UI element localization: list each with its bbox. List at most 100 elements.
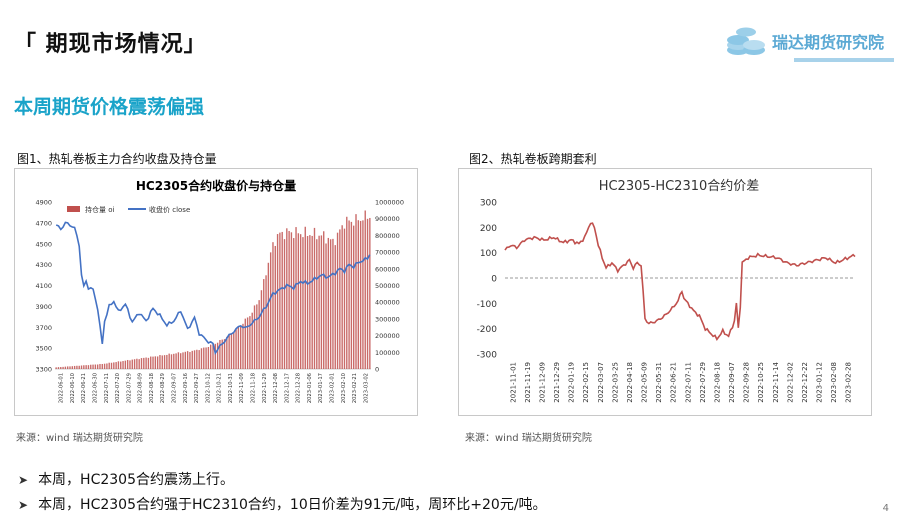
oi-bar <box>177 352 180 369</box>
oi-bar <box>249 316 251 369</box>
y-right-tick-label: 500000 <box>375 282 400 290</box>
x-tick-label: 2023-01-06 <box>307 373 313 403</box>
x-tick-label: 2022-07-29 <box>699 362 707 403</box>
arrow-bullet-icon: ➤ <box>18 498 29 512</box>
oi-bar <box>83 365 85 369</box>
spread-line <box>504 222 856 341</box>
oi-bar <box>122 361 124 369</box>
oi-bar <box>251 312 253 369</box>
x-tick-label: 2022-11-18 <box>251 373 257 403</box>
oi-bar <box>355 214 357 369</box>
oi-bar <box>136 358 138 369</box>
oi-bar <box>60 367 62 369</box>
oi-bar <box>242 323 244 369</box>
oi-bar <box>244 318 246 369</box>
oi-bar <box>274 245 276 369</box>
oi-bar <box>318 235 320 369</box>
legend-close-label: 收盘价 close <box>149 205 190 214</box>
y-left-tick-label: 3700 <box>35 324 52 332</box>
x-tick-label: 2022-08-18 <box>713 362 721 403</box>
y-right-tick-label: 1000000 <box>375 199 404 207</box>
x-tick-label: 2022-09-28 <box>743 362 751 403</box>
oi-bar <box>325 243 327 369</box>
oi-bar <box>90 364 92 369</box>
x-tick-label: 2022-10-25 <box>757 362 765 403</box>
figure-1-caption: 图1、热轧卷板主力合约收盘及持仓量 <box>17 152 217 166</box>
x-tick-label: 2022-06-01 <box>59 373 65 403</box>
oi-bar <box>235 328 237 369</box>
oi-bar <box>140 358 143 369</box>
chart-1-title: HC2305合约收盘价与持仓量 <box>136 178 296 193</box>
oi-bar <box>299 234 302 369</box>
oi-bar <box>78 365 80 369</box>
oi-bar <box>323 231 325 369</box>
oi-bar <box>64 366 67 369</box>
y-left-tick-label: 4700 <box>35 219 52 227</box>
y-tick-label: 0 <box>491 275 497 285</box>
y-left-tick-label: 3300 <box>35 366 52 374</box>
oi-bar <box>124 360 127 369</box>
oi-bar <box>196 349 198 369</box>
oi-bar <box>279 232 281 369</box>
oi-bar <box>193 350 196 369</box>
oi-bar <box>113 362 115 369</box>
oi-bar <box>126 359 129 369</box>
logo-underline <box>794 58 894 62</box>
oi-bar <box>369 217 371 369</box>
x-tick-label: 2022-06-21 <box>670 362 678 403</box>
x-tick-label: 2022-07-29 <box>126 373 132 403</box>
x-tick-label: 2022-07-11 <box>684 362 692 403</box>
oi-bar <box>96 364 99 369</box>
x-tick-label: 2022-07-20 <box>115 373 121 403</box>
y-right-tick-label: 400000 <box>375 299 400 307</box>
arrow-bullet-icon: ➤ <box>18 473 29 487</box>
x-tick-label: 2022-11-14 <box>772 361 780 402</box>
y-right-tick-label: 300000 <box>375 315 400 323</box>
x-tick-label: 2023-03-02 <box>363 373 369 403</box>
oi-bar <box>69 366 71 369</box>
x-tick-label: 2022-12-17 <box>284 373 290 403</box>
y-tick-label: -100 <box>477 300 498 310</box>
oi-bar <box>110 362 113 369</box>
section-subtitle: 本周期货价格震荡偏强 <box>14 96 205 118</box>
oi-bar <box>182 352 184 369</box>
oi-bar <box>290 232 293 369</box>
oi-bar <box>309 235 311 369</box>
oi-bar <box>343 228 346 369</box>
oi-bar <box>258 300 260 369</box>
x-tick-label: 2021-11-01 <box>509 362 517 403</box>
oi-bar <box>226 336 228 369</box>
oi-bar <box>216 342 219 369</box>
x-tick-label: 2022-12-02 <box>786 362 794 403</box>
oi-bar <box>237 326 240 369</box>
oi-bar <box>332 238 334 369</box>
y-left-tick-label: 4900 <box>35 199 52 207</box>
x-tick-label: 2023-01-12 <box>816 362 824 403</box>
oi-bar <box>80 365 83 369</box>
y-tick-label: 300 <box>480 199 497 209</box>
oi-bar <box>94 364 97 369</box>
oi-bar <box>99 363 101 369</box>
x-tick-label: 2022-06-10 <box>70 373 76 403</box>
x-tick-label: 2022-01-19 <box>568 362 576 403</box>
oi-bar <box>329 239 332 369</box>
x-tick-label: 2022-11-09 <box>239 373 245 403</box>
x-tick-label: 2022-12-28 <box>296 373 302 403</box>
oi-bar <box>239 326 242 369</box>
x-tick-label: 2023-02-01 <box>330 373 336 403</box>
oi-bar <box>57 367 60 369</box>
oi-bar <box>364 210 366 369</box>
y-left-tick-label: 4100 <box>35 282 52 290</box>
oi-bar <box>302 237 304 369</box>
x-tick-label: 2022-08-09 <box>138 373 144 403</box>
oi-bar <box>269 252 272 369</box>
x-tick-label: 2022-06-21 <box>81 373 87 403</box>
oi-bar <box>131 359 133 369</box>
x-tick-label: 2023-02-10 <box>341 373 347 403</box>
figure-1-source: 来源：wind 瑞达期货研究院 <box>16 433 143 444</box>
x-tick-label: 2022-10-21 <box>217 373 223 403</box>
oi-bar <box>288 230 290 369</box>
oi-bar <box>334 245 336 369</box>
oi-bar <box>212 343 214 369</box>
figure-2-source: 来源：wind 瑞达期货研究院 <box>465 433 592 444</box>
